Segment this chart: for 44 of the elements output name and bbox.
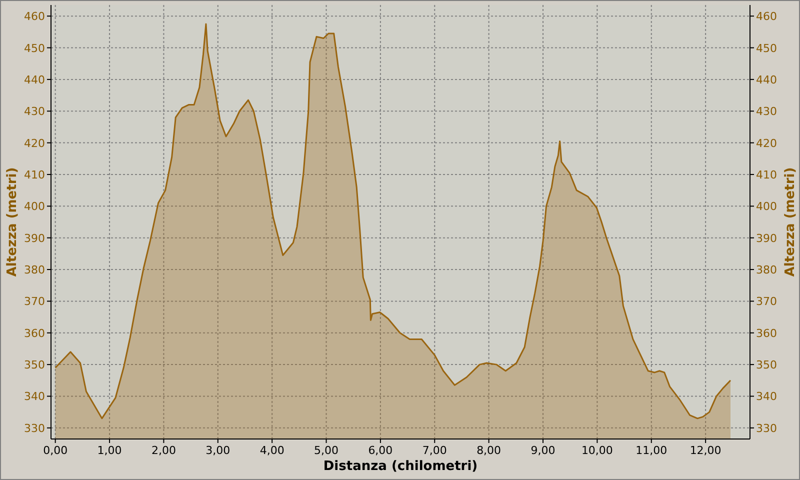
- y2-tick-label: 350: [756, 358, 777, 372]
- y2-tick-label: 460: [756, 10, 777, 24]
- y2-tick-label: 380: [756, 264, 777, 277]
- x-axis-title: Distanza (chilometri): [323, 459, 478, 474]
- y-tick-label: 420: [24, 136, 45, 150]
- y2-tick-label: 360: [756, 326, 777, 340]
- y-tick-label: 390: [24, 232, 45, 245]
- y-tick-label: 460: [24, 10, 45, 24]
- x-tick-label: 4,00: [260, 444, 284, 457]
- y-tick-label: 410: [24, 168, 45, 182]
- x-tick-label: 8,00: [476, 444, 502, 457]
- y2-tick-label: 410: [756, 168, 777, 182]
- y2-tick-label: 420: [756, 136, 777, 150]
- y2-axis-title: Altezza (metri): [783, 167, 798, 277]
- x-tick-label: 11,00: [636, 444, 668, 457]
- y-tick-label: 350: [24, 358, 45, 372]
- x-tick-label: 0,00: [43, 444, 68, 457]
- x-tick-label: 6,00: [368, 444, 393, 457]
- y2-tick-label: 450: [756, 42, 777, 55]
- x-tick-label: 12,00: [690, 444, 722, 457]
- y2-tick-label: 400: [756, 200, 777, 214]
- y2-tick-label: 430: [756, 105, 777, 118]
- x-tick-label: 9,00: [530, 444, 556, 457]
- y-tick-label: 370: [24, 295, 45, 308]
- y-axis-title: Altezza (metri): [5, 167, 20, 277]
- y2-tick-label: 440: [756, 73, 777, 86]
- y-tick-label: 450: [24, 42, 45, 55]
- y-tick-label: 440: [24, 73, 45, 86]
- x-tick-label: 10,00: [581, 444, 613, 457]
- y2-tick-label: 330: [756, 422, 777, 435]
- x-tick-label: 2,00: [151, 444, 176, 457]
- y-tick-label: 400: [24, 200, 45, 214]
- x-tick-label: 5,00: [314, 444, 339, 457]
- y-tick-label: 430: [24, 105, 45, 118]
- x-tick-label: 1,00: [97, 444, 122, 457]
- y-tick-label: 360: [24, 326, 45, 340]
- x-tick-label: 3,00: [206, 444, 230, 457]
- y2-tick-label: 370: [756, 295, 777, 308]
- x-tick-label: 7,00: [422, 444, 447, 457]
- y-tick-label: 330: [24, 422, 45, 435]
- y2-tick-label: 340: [756, 390, 777, 404]
- y-tick-label: 380: [24, 264, 45, 277]
- y-tick-label: 340: [24, 390, 45, 404]
- y2-tick-label: 390: [756, 232, 777, 245]
